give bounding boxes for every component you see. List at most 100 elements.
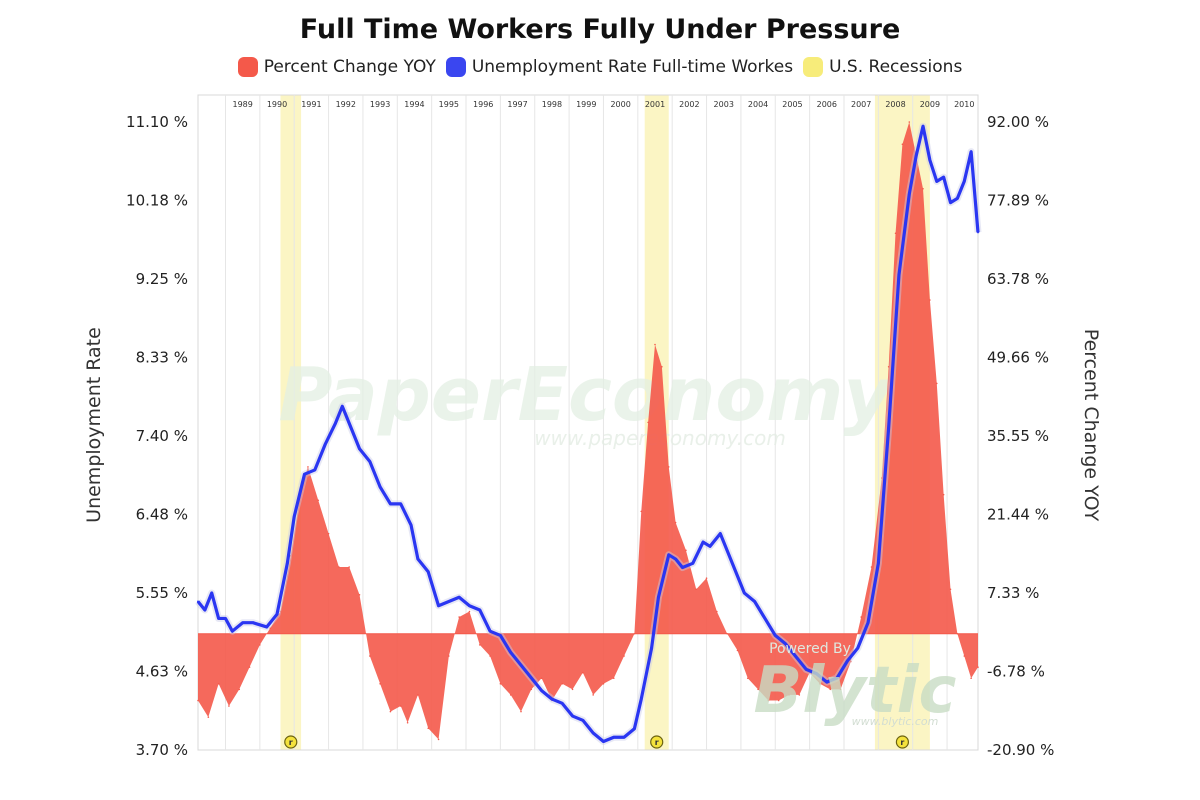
unemployment-point bbox=[963, 180, 966, 183]
percent-change-point bbox=[592, 694, 594, 696]
unemployment-point bbox=[674, 558, 677, 561]
legend-item-unemployment-rate[interactable]: Unemployment Rate Full-time Workes bbox=[445, 57, 793, 77]
unemployment-point bbox=[650, 647, 653, 650]
chart-title: Full Time Workers Fully Under Pressure bbox=[299, 14, 901, 45]
unemployment-point bbox=[341, 405, 344, 408]
unemployment-point bbox=[581, 719, 584, 722]
left-tick-label: 8.33 % bbox=[136, 349, 188, 367]
year-label-1993: 1993 bbox=[370, 100, 390, 109]
right-tick-label: 49.66 % bbox=[987, 349, 1049, 367]
percent-change-point bbox=[736, 649, 739, 652]
unemployment-point bbox=[794, 655, 797, 658]
percent-change-point bbox=[674, 521, 677, 524]
unemployment-point bbox=[561, 702, 564, 705]
percent-change-point bbox=[358, 594, 361, 596]
percent-change-point bbox=[289, 555, 292, 557]
unemployment-point bbox=[368, 460, 371, 463]
percent-change-point bbox=[667, 466, 670, 468]
recession-marker-icon bbox=[650, 735, 664, 749]
year-label-2009: 2009 bbox=[920, 100, 940, 109]
year-label-2006: 2006 bbox=[817, 100, 837, 109]
unemployment-point bbox=[530, 676, 533, 679]
percent-change-point bbox=[228, 705, 230, 707]
unemployment-point bbox=[612, 736, 615, 739]
right-tick-label: 7.33 % bbox=[987, 584, 1039, 602]
percent-change-point bbox=[908, 121, 911, 123]
year-label-1991: 1991 bbox=[301, 100, 321, 109]
unemployment-point bbox=[897, 273, 900, 276]
percent-change-point bbox=[279, 610, 282, 613]
unemployment-point bbox=[922, 125, 925, 128]
legend-swatch-recessions bbox=[803, 57, 824, 77]
unemployment-point bbox=[908, 193, 911, 196]
unemployment-point bbox=[241, 621, 244, 624]
percent-change-point bbox=[327, 532, 330, 535]
left-axis-title: Unemployment Rate bbox=[83, 327, 105, 523]
unemployment-point bbox=[293, 515, 296, 518]
year-label-1998: 1998 bbox=[542, 100, 562, 109]
percent-change-point bbox=[935, 382, 938, 385]
percent-change-point bbox=[654, 343, 656, 346]
percent-change-point bbox=[942, 493, 945, 496]
unemployment-point bbox=[977, 231, 979, 234]
recession-marker-label: r bbox=[289, 738, 293, 747]
percent-change-point bbox=[269, 627, 271, 629]
unemployment-point bbox=[550, 698, 553, 701]
unemployment-point bbox=[379, 485, 382, 488]
unemployment-point bbox=[427, 570, 430, 573]
unemployment-point bbox=[231, 630, 234, 633]
year-label-2003: 2003 bbox=[714, 100, 734, 109]
percent-change-point bbox=[839, 688, 842, 691]
year-label-2002: 2002 bbox=[679, 100, 699, 109]
unemployment-line bbox=[195, 122, 982, 746]
percent-change-point bbox=[478, 644, 481, 646]
left-tick-label: 7.40 % bbox=[136, 427, 188, 445]
percent-change-point bbox=[963, 655, 966, 657]
unemployment-point bbox=[743, 592, 746, 594]
percent-change-point bbox=[798, 694, 801, 696]
unemployment-point bbox=[468, 604, 471, 607]
brand-overlay: Powered By Blytic www.blytic.com bbox=[754, 641, 957, 728]
year-label-2000: 2000 bbox=[610, 100, 630, 109]
percent-change-point bbox=[509, 694, 512, 696]
percent-change-area bbox=[197, 121, 979, 741]
unemployment-point bbox=[774, 634, 777, 637]
year-label-1995: 1995 bbox=[439, 100, 459, 109]
percent-change-point bbox=[338, 566, 340, 568]
percent-change-point bbox=[348, 566, 350, 568]
unemployment-point bbox=[224, 617, 227, 620]
unemployment-point bbox=[657, 596, 660, 599]
right-axis-title: Percent Change YOY bbox=[1080, 329, 1102, 522]
percent-change-point bbox=[520, 710, 522, 713]
unemployment-point bbox=[358, 447, 361, 450]
percent-change-point bbox=[716, 610, 718, 613]
unemployment-point bbox=[956, 197, 959, 200]
year-label-1992: 1992 bbox=[336, 100, 356, 109]
percent-change-point bbox=[880, 477, 883, 479]
plot-border bbox=[197, 94, 979, 751]
percent-change-point bbox=[726, 632, 728, 635]
legend-item-percent-change[interactable]: Percent Change YOY bbox=[237, 57, 436, 77]
percent-change-point bbox=[571, 688, 574, 691]
year-label-2008: 2008 bbox=[885, 100, 905, 109]
legend-item-recessions[interactable]: U.S. Recessions bbox=[803, 57, 962, 77]
percent-change-point bbox=[417, 694, 419, 696]
year-label-1999: 1999 bbox=[576, 100, 596, 109]
percent-change-point bbox=[427, 727, 430, 730]
percent-change-point bbox=[238, 688, 241, 691]
percent-change-point bbox=[489, 655, 491, 657]
percent-change-point bbox=[612, 677, 615, 680]
percent-change-point bbox=[860, 616, 862, 618]
percent-change-point bbox=[705, 577, 708, 579]
unemployment-point bbox=[509, 651, 512, 654]
brand-url: www.blytic.com bbox=[852, 715, 939, 728]
percent-change-point bbox=[695, 588, 698, 591]
unemployment-point bbox=[815, 672, 818, 675]
unemployment-point bbox=[348, 422, 351, 425]
unemployment-point bbox=[416, 558, 419, 561]
unemployment-point bbox=[949, 201, 952, 204]
unemployment-point bbox=[217, 617, 220, 620]
unemployment-point bbox=[928, 159, 931, 162]
unemployment-point bbox=[702, 541, 705, 544]
